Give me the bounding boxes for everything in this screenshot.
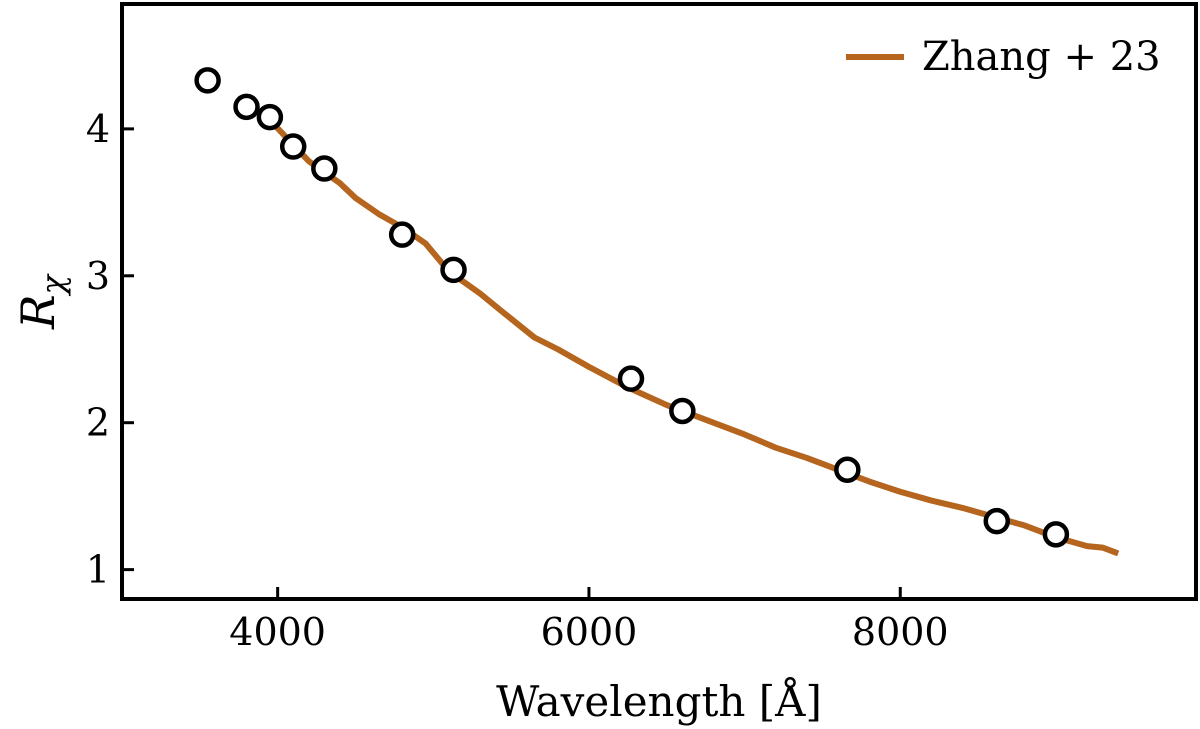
y-axis-label: Rχ (11, 273, 72, 330)
y-axis-label-main: R (11, 294, 65, 330)
data-point-7660 (834, 456, 861, 483)
axis-ticks (122, 127, 902, 599)
data-point-6600 (669, 397, 696, 425)
legend: Zhang + 23 (846, 34, 1161, 80)
y-tick-label-2: 2 (86, 401, 110, 445)
data-point-4100 (279, 133, 307, 160)
x-tick-label-6000: 6000 (541, 610, 638, 654)
data-point-4300 (311, 155, 338, 182)
data-point-9000 (1042, 521, 1070, 548)
x-tick-label-4000: 4000 (229, 610, 326, 654)
y-tick-label-3: 3 (86, 254, 110, 298)
plot-frame (120, 2, 1198, 601)
legend-label-zhang23: Zhang + 23 (922, 34, 1161, 80)
svg-text:Rχ: Rχ (11, 273, 72, 330)
x-tick-label-8000: 8000 (852, 610, 949, 654)
data-point-8620 (983, 507, 1011, 535)
series-line-zhang23 (267, 118, 1120, 557)
data-point-3950 (256, 103, 284, 131)
series-layer (194, 67, 1120, 557)
y-axis-label-subscript: χ (34, 273, 72, 296)
data-point-6270 (617, 365, 645, 392)
x-axis-label: Wavelength [Å] (496, 676, 822, 726)
axis-tick-labels: 4000 6000 8000 1 2 3 4 (86, 107, 949, 654)
data-point-5130 (440, 256, 467, 284)
y-tick-label-4: 4 (86, 107, 110, 151)
y-tick-label-1: 1 (86, 548, 110, 592)
data-point-3550 (194, 67, 221, 94)
data-point-3800 (233, 93, 260, 121)
data-point-4800 (388, 221, 416, 248)
